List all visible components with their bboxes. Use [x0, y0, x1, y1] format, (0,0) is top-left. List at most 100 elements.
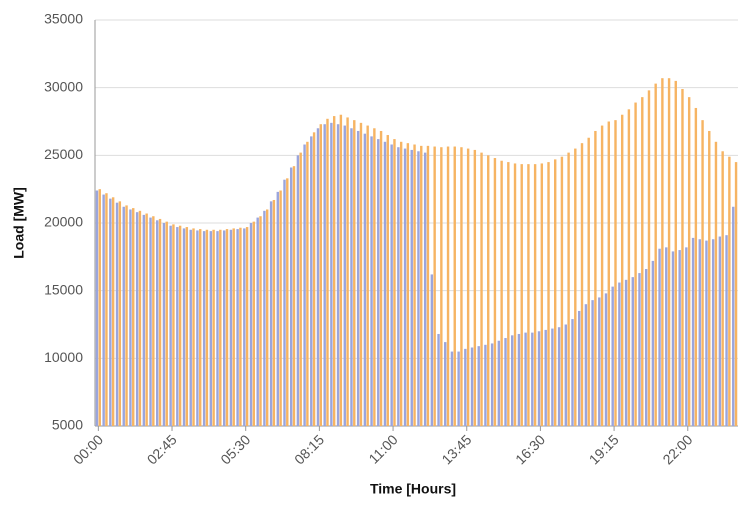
bar — [544, 329, 547, 426]
bar — [122, 206, 125, 426]
bar — [165, 221, 168, 426]
bar — [346, 117, 349, 426]
bar — [323, 124, 326, 426]
bar — [732, 206, 735, 426]
bar — [493, 158, 497, 427]
bar — [225, 229, 229, 426]
bar — [185, 227, 189, 426]
y-tick-label: 20000 — [44, 214, 83, 230]
bar — [129, 209, 132, 426]
bar — [426, 145, 430, 427]
bar — [560, 156, 564, 427]
bar — [189, 229, 192, 426]
bar — [440, 147, 443, 427]
bar — [236, 229, 239, 426]
bar — [517, 333, 521, 426]
bar — [678, 250, 681, 426]
bar — [661, 78, 664, 427]
bar — [705, 240, 708, 426]
bar — [607, 121, 611, 426]
bar — [698, 239, 701, 426]
bar — [487, 155, 490, 427]
bar — [209, 231, 213, 426]
bar — [567, 152, 570, 427]
bar — [178, 225, 182, 426]
bar — [111, 197, 115, 426]
bar — [138, 210, 142, 426]
bar — [145, 213, 148, 426]
bar — [332, 116, 336, 426]
bar — [627, 109, 631, 426]
bar — [533, 164, 537, 426]
bar — [172, 224, 175, 426]
x-tick-label: 19:15 — [586, 431, 622, 467]
bar — [721, 151, 724, 427]
bar — [691, 237, 695, 426]
bar — [276, 191, 279, 426]
bar — [399, 141, 403, 427]
bar — [279, 190, 282, 426]
bar — [638, 273, 641, 426]
bar — [460, 147, 463, 427]
bar — [306, 141, 309, 427]
bar — [480, 152, 483, 427]
bar — [580, 143, 584, 427]
bar — [397, 147, 400, 427]
bar — [363, 133, 367, 426]
bar — [370, 136, 373, 427]
bar — [256, 217, 259, 426]
x-tick-label: 05:30 — [217, 431, 253, 467]
bar — [430, 274, 434, 426]
bar — [446, 146, 450, 426]
bar — [379, 130, 383, 426]
bar — [554, 159, 557, 427]
bar — [681, 89, 684, 427]
bar — [631, 277, 634, 426]
bar — [245, 227, 249, 426]
bar — [671, 251, 675, 426]
bar — [196, 230, 199, 426]
bar — [537, 331, 541, 426]
bar — [152, 216, 155, 426]
bar — [423, 152, 427, 427]
bar — [265, 209, 269, 426]
bar — [299, 152, 302, 427]
bar — [665, 247, 668, 426]
bar — [403, 148, 407, 427]
bar — [654, 83, 657, 427]
bar — [289, 167, 293, 426]
bar — [95, 190, 99, 426]
bar — [484, 344, 487, 426]
bar — [444, 342, 447, 426]
bar — [685, 247, 688, 426]
x-axis-title: Time [Hours] — [370, 481, 456, 497]
bar — [420, 145, 423, 427]
bar — [319, 124, 322, 426]
bar — [667, 78, 671, 427]
bar — [687, 97, 691, 426]
bar — [212, 229, 215, 426]
bar — [176, 227, 179, 426]
bar — [316, 128, 320, 426]
bar — [272, 199, 276, 426]
bar — [531, 332, 534, 426]
bar — [571, 319, 574, 426]
bar — [118, 201, 122, 426]
bar — [205, 229, 209, 426]
bar — [466, 148, 470, 427]
y-tick-label: 25000 — [44, 146, 83, 162]
bar — [356, 130, 360, 426]
bar — [564, 324, 568, 426]
bar — [199, 229, 202, 426]
bar — [303, 144, 306, 427]
bar — [464, 348, 467, 426]
x-tick-label: 13:45 — [438, 431, 474, 467]
bar — [149, 217, 152, 426]
bar — [547, 162, 550, 426]
bar — [701, 120, 704, 426]
bar — [142, 214, 146, 426]
bar — [249, 223, 253, 426]
bar — [390, 144, 393, 427]
bar — [343, 125, 346, 426]
bar — [373, 128, 376, 426]
